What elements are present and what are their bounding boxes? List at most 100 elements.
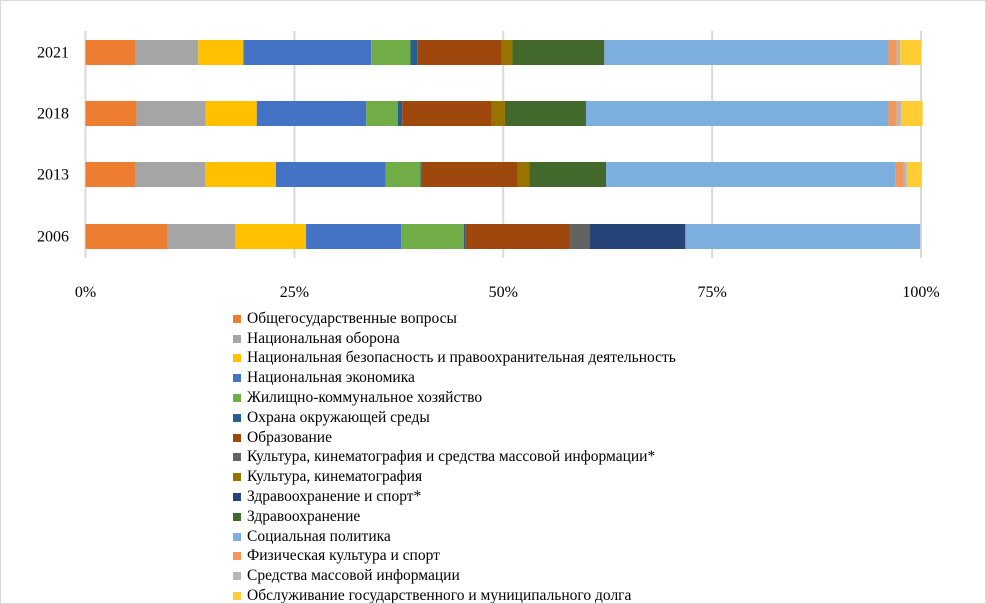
legend-label: Средства массовой информации [247, 567, 460, 585]
bar-segment [205, 101, 257, 126]
bar-segment [685, 224, 921, 249]
bar-segment [136, 101, 206, 126]
bar-segment [903, 162, 907, 187]
bar-segment [512, 40, 605, 65]
legend-label: Культура, кинематография [247, 468, 423, 486]
bar-segment [306, 224, 402, 249]
bar-segment [198, 40, 244, 65]
bar-segment [417, 40, 502, 65]
legend-item: Обслуживание государственного и муниципа… [233, 586, 676, 604]
bar-segment [504, 101, 586, 126]
legend-swatch [233, 354, 241, 363]
y-category-label: 2018 [37, 106, 69, 123]
bar-segment [85, 162, 136, 187]
bar-segment [275, 162, 386, 187]
bar-segment [135, 162, 205, 187]
legend-label: Жилищно-коммунальное хозяйство [247, 389, 483, 407]
y-category-label: 2006 [37, 229, 69, 246]
bar-segment [589, 224, 686, 249]
legend-swatch [233, 453, 241, 462]
legend-label: Национальная безопасность и правоохранит… [247, 349, 676, 367]
bar-segment [606, 162, 896, 187]
bar-segment [397, 101, 403, 126]
legend-item: Национальная оборона [233, 329, 676, 349]
bar-segment [529, 162, 607, 187]
legend-label: Образование [247, 428, 332, 446]
bar-segment [421, 162, 518, 187]
bar-segment [366, 101, 398, 126]
bar-segment [385, 162, 421, 187]
legend-label: Общегосударственные вопросы [247, 309, 457, 327]
legend-label: Национальная экономика [247, 369, 415, 387]
legend-item: Здравоохранение и спорт* [233, 487, 676, 507]
x-tick-label: 50% [489, 284, 518, 301]
x-tick-label: 25% [280, 284, 309, 301]
legend-item: Социальная политика [233, 527, 676, 547]
legend-label: Физическая культура и спорт [247, 547, 440, 565]
bar-segment [167, 224, 236, 249]
y-category-label: 2021 [37, 45, 69, 62]
bar-segment [896, 101, 901, 126]
legend-item: Общегосударственные вопросы [233, 309, 676, 329]
bar-segment [256, 101, 367, 126]
bar-segment [517, 162, 530, 187]
legend-swatch [233, 413, 241, 422]
bar-segment [501, 40, 513, 65]
bar-segment [570, 224, 590, 249]
legend-label: Культура, кинематография и средства масс… [247, 448, 656, 466]
legend-swatch [233, 493, 241, 502]
bar-segment [888, 40, 897, 65]
legend-swatch [233, 374, 241, 383]
y-category-label: 2013 [37, 167, 69, 184]
bar-segment [243, 40, 372, 65]
legend: Общегосударственные вопросы Национальная … [233, 309, 676, 604]
legend-label: Социальная политика [247, 527, 391, 545]
bar-segment [888, 101, 897, 126]
legend-swatch [233, 592, 241, 601]
legend-item: Образование [233, 428, 676, 448]
bar-segment [420, 162, 422, 187]
legend-swatch [233, 314, 241, 323]
x-tick-label: 0% [75, 284, 96, 301]
bar-segment [906, 162, 922, 187]
bar-segment [896, 40, 901, 65]
bar-segment [235, 224, 307, 249]
legend-item: Культура, кинематография и средства масс… [233, 448, 676, 468]
x-tick-label: 100% [902, 284, 939, 301]
bar-segment [85, 224, 168, 249]
bar-segment [85, 101, 137, 126]
legend-item: Жилищно-коммунальное хозяйство [233, 388, 676, 408]
legend-swatch [233, 572, 241, 581]
bar-segment [585, 101, 889, 126]
legend-swatch [233, 552, 241, 561]
bar-segment [900, 101, 923, 126]
legend-swatch [233, 334, 241, 343]
bar-segment [401, 224, 464, 249]
legend-item: Физическая культура и спорт [233, 547, 676, 567]
bar-segment [135, 40, 199, 65]
bar-segment [463, 224, 466, 249]
legend-item: Охрана окружающей среды [233, 408, 676, 428]
legend-swatch [233, 433, 241, 442]
legend-item: Национальная экономика [233, 368, 676, 388]
bar-segment [465, 224, 571, 249]
legend-swatch [233, 532, 241, 541]
bar-segment [204, 162, 276, 187]
bar-segment [491, 101, 505, 126]
bar-segment [85, 40, 136, 65]
legend-label: Национальная оборона [247, 329, 400, 347]
legend-label: Охрана окружающей среды [247, 408, 430, 426]
bar-segment [371, 40, 411, 65]
legend-swatch [233, 394, 241, 403]
bar-segment [895, 162, 904, 187]
x-tick-label: 75% [697, 284, 726, 301]
bar-segment [410, 40, 418, 65]
legend-label: Обслуживание государственного и муниципа… [247, 587, 632, 604]
bar-chart: 0% 25% 50% 75% 100% 2021 2018 2013 2006 [37, 31, 940, 301]
legend-swatch [233, 512, 241, 521]
legend-label: Здравоохранение [247, 507, 361, 525]
bar-segment [900, 40, 921, 65]
bar-segment [604, 40, 889, 65]
legend-item: Культура, кинематография [233, 467, 676, 487]
